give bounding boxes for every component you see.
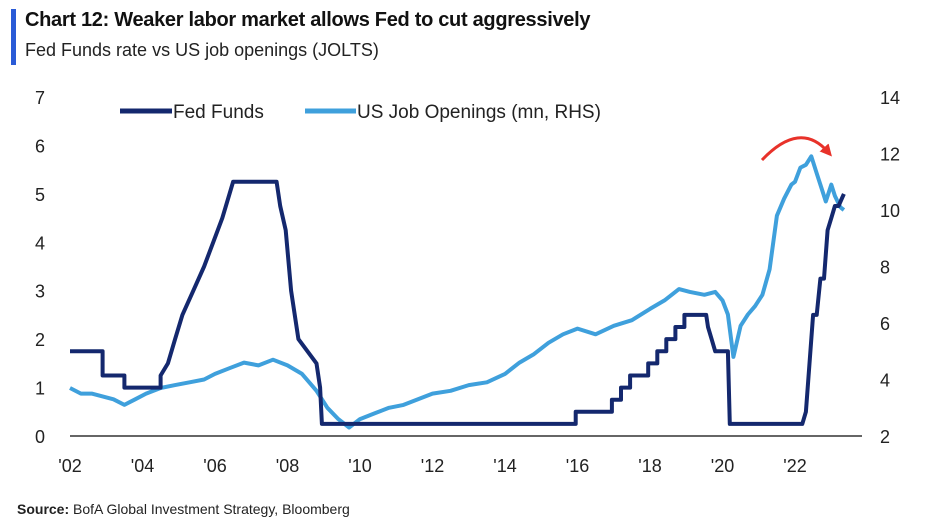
y-left-tick-label: 0 [35, 427, 45, 447]
legend-label-fed-funds: Fed Funds [173, 102, 264, 123]
y-right-tick-label: 12 [880, 145, 900, 165]
x-tick-label: '10 [348, 456, 371, 476]
x-tick-label: '12 [421, 456, 444, 476]
y-left-tick-label: 5 [35, 185, 45, 205]
y-right-tick-label: 8 [880, 258, 890, 278]
y-left-tick-label: 4 [35, 233, 45, 253]
series-line-fed-funds [70, 179, 846, 426]
legend-label-job-openings: US Job Openings (mn, RHS) [357, 102, 601, 123]
y-right-tick-label: 4 [880, 371, 890, 391]
series-line-job-openings [69, 154, 846, 430]
chart-subtitle: Fed Funds rate vs US job openings (JOLTS… [25, 40, 379, 60]
source-text: BofA Global Investment Strategy, Bloombe… [73, 501, 350, 517]
x-tick-label: '02 [58, 456, 81, 476]
x-tick-label: '16 [566, 456, 589, 476]
x-tick-label: '20 [711, 456, 734, 476]
peak-arrow-annotation [760, 136, 832, 162]
chart-title: Chart 12: Weaker labor market allows Fed… [25, 9, 591, 31]
legend: Fed Funds US Job Openings (mn, RHS) [120, 102, 601, 123]
source-label: Source: [17, 501, 70, 517]
y-left-tick-label: 6 [35, 136, 45, 156]
x-tick-label: '06 [203, 456, 226, 476]
y-right-tick-label: 14 [880, 88, 900, 108]
y-right-tick-label: 10 [880, 201, 900, 221]
y-right-tick-label: 6 [880, 314, 890, 334]
y-left-tick-label: 3 [35, 282, 45, 302]
y-left-tick-label: 2 [35, 330, 45, 350]
x-tick-label: '18 [638, 456, 661, 476]
x-tick-label: '04 [131, 456, 154, 476]
x-tick-label: '14 [493, 456, 516, 476]
source-note: Source: BofA Global Investment Strategy,… [17, 501, 350, 517]
x-tick-label: '22 [783, 456, 806, 476]
y-right-tick-label: 2 [880, 427, 890, 447]
y-left-tick-label: 7 [35, 88, 45, 108]
y-left-tick-label: 1 [35, 379, 45, 399]
x-tick-label: '08 [276, 456, 299, 476]
accent-bar [11, 9, 16, 65]
